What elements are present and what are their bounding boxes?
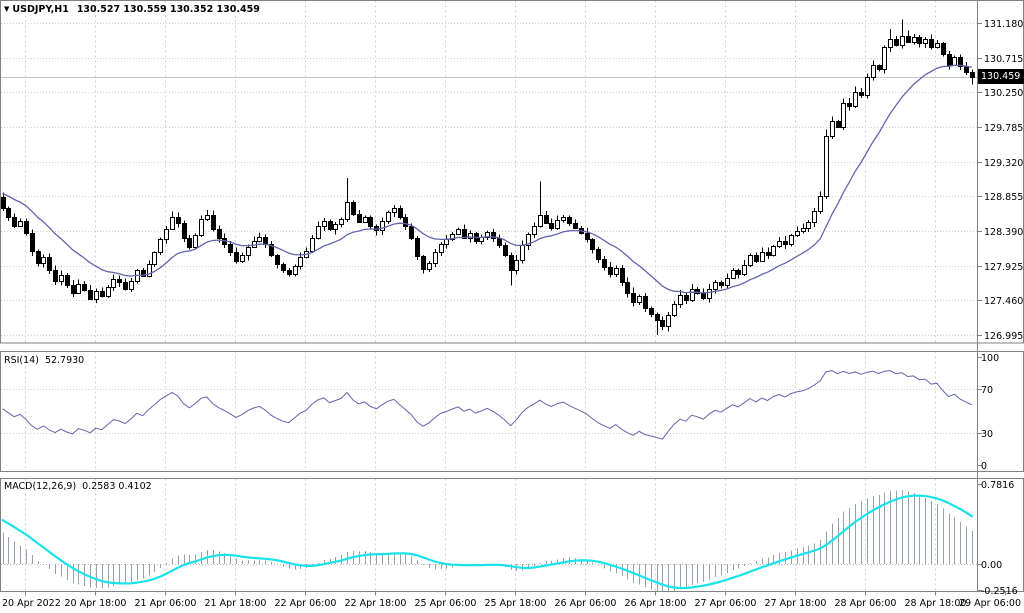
rsi-value: 52.7930 — [44, 355, 85, 366]
price-axis-label: 130.250 — [984, 88, 1023, 99]
time-axis-label: 25 Apr 06:00 — [415, 598, 477, 609]
rsi-axis-label: 100 — [981, 353, 999, 364]
bull-candles — [18, 36, 957, 327]
chart-symbol-label: USDJPY,H1 — [12, 4, 69, 15]
macd-signal-path — [1, 494, 973, 590]
rsi-name: RSI(14) — [4, 355, 39, 366]
rsi-path — [2, 370, 973, 440]
price-axis-label: 128.855 — [984, 192, 1023, 203]
time-axis-label: 21 Apr 18:00 — [205, 598, 267, 609]
price-axis[interactable]: 131.180 130.715 130.250 129.785 129.320 128.8… — [977, 19, 1024, 597]
grid-lines — [1, 0, 977, 592]
time-axis[interactable]: 20 Apr 2022 20 Apr 18:00 21 Apr 06:00 21 Ap… — [2, 591, 1021, 610]
rsi-indicator-label: RSI(14) 52.7930 — [4, 355, 84, 367]
chart-ohlc-values: 130.527 130.559 130.352 130.459 — [76, 4, 260, 15]
time-axis-label: 26 Apr 06:00 — [555, 598, 617, 609]
time-axis-label: 27 Apr 18:00 — [765, 598, 827, 609]
time-axis-label: 20 Apr 2022 — [2, 598, 61, 609]
time-axis-label: 22 Apr 06:00 — [275, 598, 337, 609]
ma-line — [2, 64, 973, 294]
moving-average-path — [2, 64, 973, 294]
macd-signal-line — [1, 494, 973, 590]
rsi-axis-label: 0 — [981, 461, 987, 472]
time-axis-label: 28 Apr 18:00 — [905, 598, 967, 609]
macd-histogram — [3, 490, 973, 591]
macd-indicator-label: MACD(12,26,9) 0.2583 0.4102 — [4, 481, 152, 493]
current-price-badge: 130.459 — [978, 69, 1024, 84]
time-axis-label: 29 Apr 06:00 — [959, 598, 1021, 609]
macd-axis-label: 0.00 — [981, 560, 1002, 571]
chart-dropdown-icon[interactable]: ▼ — [4, 5, 10, 13]
rsi-axis-label: 70 — [981, 385, 993, 396]
bear-candles — [1, 36, 975, 327]
price-axis-label: 129.320 — [984, 158, 1023, 169]
price-axis-label: 129.785 — [984, 123, 1023, 134]
time-axis-label: 28 Apr 06:00 — [835, 598, 897, 609]
macd-name: MACD(12,26,9) — [4, 481, 77, 492]
chart-title: ▼ USDJPY,H1 130.527 130.559 130.352 130.45… — [4, 4, 260, 16]
time-axis-label: 26 Apr 18:00 — [625, 598, 687, 609]
time-axis-label: 20 Apr 18:00 — [65, 598, 127, 609]
price-axis-label: 127.925 — [984, 262, 1023, 273]
candles-layer[interactable] — [1, 19, 975, 335]
price-axis-label: 131.180 — [984, 19, 1023, 30]
price-axis-label: 130.715 — [984, 54, 1023, 65]
time-axis-label: 27 Apr 06:00 — [695, 598, 757, 609]
macd-plot-area[interactable] — [1, 479, 977, 592]
price-axis-label: 128.390 — [984, 227, 1023, 238]
time-axis-label: 22 Apr 18:00 — [345, 598, 407, 609]
macd-axis-label: -0.2516 — [981, 586, 1018, 597]
macd-values: 0.2583 0.4102 — [82, 481, 152, 492]
rsi-axis-label: 30 — [981, 429, 993, 440]
price-axis-label: 127.460 — [984, 296, 1023, 307]
price-axis-label: 126.995 — [984, 331, 1023, 342]
macd-axis-label: 0.7816 — [981, 480, 1014, 491]
rsi-plot-area[interactable] — [1, 352, 977, 472]
rsi-line — [2, 370, 973, 440]
time-axis-label: 25 Apr 18:00 — [485, 598, 547, 609]
main-plot-area[interactable] — [1, 1, 977, 344]
time-axis-label: 21 Apr 06:00 — [135, 598, 197, 609]
macd-histogram-bars — [3, 490, 973, 591]
